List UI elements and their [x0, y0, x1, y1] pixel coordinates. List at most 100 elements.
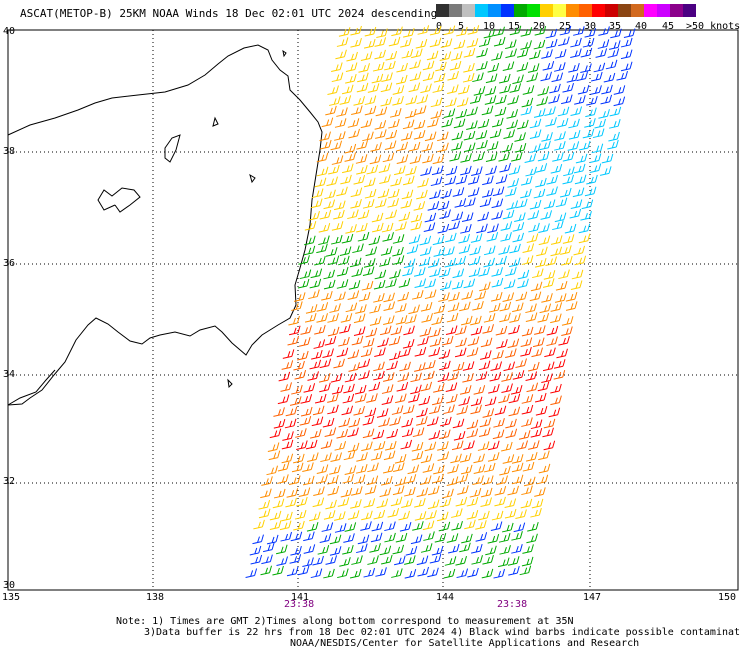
wind-barb — [370, 142, 382, 152]
wind-barb — [383, 301, 396, 312]
wind-barb — [506, 200, 518, 211]
wind-barb — [466, 38, 479, 48]
wind-barb — [261, 554, 273, 565]
small-island — [212, 116, 219, 127]
wind-barb — [350, 198, 362, 209]
wind-barb — [297, 565, 310, 576]
wind-barb — [272, 498, 285, 509]
wind-barb — [343, 383, 355, 394]
wind-barb — [507, 338, 520, 349]
wind-barb — [436, 131, 449, 142]
wind-barb — [541, 293, 553, 303]
wind-barb — [372, 222, 384, 233]
wind-barb — [314, 255, 326, 266]
wind-barb — [551, 72, 564, 83]
wind-barb — [327, 85, 339, 95]
wind-barb — [497, 557, 510, 568]
wind-barb — [427, 117, 439, 128]
wind-barb — [390, 496, 403, 507]
wind-barb — [326, 176, 338, 187]
wind-barb — [439, 51, 452, 61]
wind-barb — [514, 142, 527, 153]
wind-barb — [548, 94, 560, 104]
wind-barb — [451, 520, 463, 531]
wind-barb — [374, 120, 387, 130]
wind-barb — [331, 72, 344, 83]
wind-barb — [314, 393, 327, 404]
wind-barb — [297, 278, 310, 289]
wind-barb — [534, 325, 546, 335]
wind-barb — [524, 153, 537, 163]
wind-barb — [379, 257, 391, 267]
wind-barb — [446, 312, 459, 323]
wind-barb — [608, 40, 621, 50]
wind-barb — [553, 359, 566, 369]
wind-barb — [598, 26, 610, 36]
wind-barb — [526, 233, 539, 243]
wind-barb — [522, 243, 535, 254]
wind-barb — [444, 175, 457, 186]
wind-barb — [355, 393, 367, 403]
wind-barb — [349, 568, 362, 579]
wind-barb — [521, 556, 534, 567]
wind-barb — [288, 475, 301, 486]
wind-barb — [485, 73, 498, 84]
wind-barb — [586, 95, 598, 106]
wind-barb — [277, 394, 290, 405]
wind-barb — [433, 383, 445, 393]
wind-barb — [558, 269, 570, 280]
wind-barb — [562, 234, 575, 244]
wind-barb — [319, 131, 331, 142]
scale-swatch — [592, 4, 605, 17]
wind-barb — [620, 49, 633, 60]
wind-barb — [392, 485, 405, 496]
scale-label: 10 — [483, 21, 496, 32]
wind-barb — [299, 269, 312, 280]
wind-barb — [433, 464, 445, 475]
wind-barb — [399, 522, 412, 532]
wind-barb — [348, 362, 360, 372]
wind-barb — [397, 291, 410, 302]
wind-barb — [374, 269, 387, 280]
wind-barb — [456, 97, 469, 107]
wind-barb — [316, 166, 329, 177]
wind-barb — [300, 325, 312, 335]
wind-barb — [414, 497, 426, 508]
wind-barb — [355, 154, 368, 164]
wind-barb — [375, 567, 387, 577]
wind-barb — [376, 28, 388, 39]
wind-barb — [316, 313, 328, 323]
wind-barb — [555, 197, 568, 208]
wind-barb — [429, 25, 442, 36]
scale-swatch — [657, 4, 670, 17]
wind-barb — [534, 487, 546, 497]
wind-barb — [453, 118, 466, 129]
wind-barb — [392, 234, 405, 244]
wind-barb — [345, 62, 358, 72]
wind-barb — [289, 554, 302, 564]
wind-barb — [356, 543, 368, 554]
wind-barb — [469, 245, 481, 256]
wind-barb — [537, 381, 550, 392]
wind-barb — [454, 347, 467, 358]
wind-barb — [350, 187, 363, 198]
wind-barb — [609, 119, 621, 129]
wind-barb — [312, 497, 325, 508]
wind-barb — [353, 313, 366, 324]
wind-barb — [440, 416, 452, 427]
wind-barb — [490, 291, 503, 302]
wind-barb — [575, 153, 588, 164]
wind-barb — [362, 199, 375, 209]
wind-barb — [476, 139, 488, 150]
wind-barb — [316, 464, 329, 474]
wind-barb — [488, 302, 501, 313]
wind-barb — [464, 197, 476, 208]
wind-barb — [373, 361, 385, 372]
wind-barb — [530, 419, 543, 430]
wind-barb — [349, 257, 362, 268]
wind-barb — [482, 175, 494, 186]
wind-barb — [499, 465, 511, 476]
wind-barb — [382, 152, 395, 163]
wind-barb — [475, 130, 488, 140]
small-island — [249, 173, 256, 184]
